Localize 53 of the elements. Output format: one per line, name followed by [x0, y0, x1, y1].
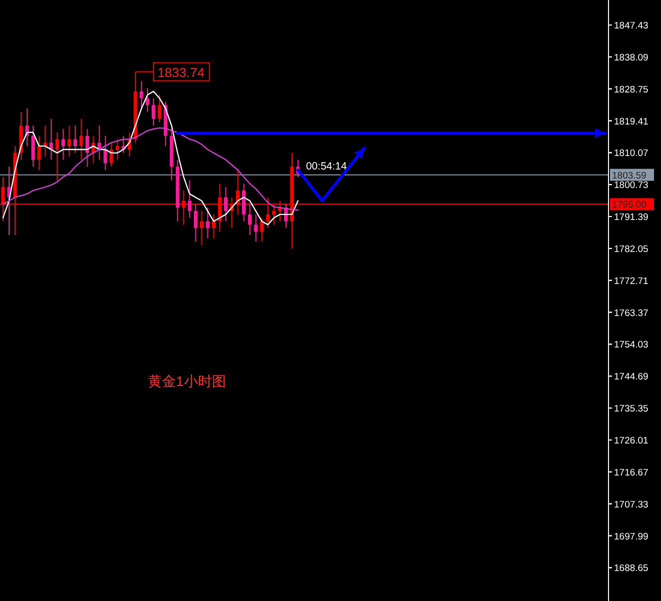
- candlestick: [224, 186, 228, 222]
- y-tick-label: 1716.67: [614, 467, 648, 478]
- price-tag: 1795.00: [610, 198, 654, 211]
- y-tick-label: 1772.71: [614, 276, 648, 287]
- y-tick-label: 1819.41: [614, 116, 648, 128]
- candlestick: [67, 125, 72, 157]
- y-tick-label: 1828.75: [614, 84, 648, 96]
- candlestick: [248, 204, 252, 236]
- candlestick: [7, 166, 11, 236]
- candlestick: [140, 80, 144, 109]
- y-tick-label: 1688.65: [614, 563, 648, 574]
- candlestick: [43, 125, 47, 157]
- y-tick-label: 1726.01: [614, 435, 648, 446]
- candlestick: [49, 118, 53, 160]
- price-tag: 1803.59: [610, 168, 654, 182]
- y-tick-label: 1810.07: [614, 148, 648, 160]
- y-tick-label: 1847.43: [614, 20, 648, 32]
- y-tick-label: 1754.03: [614, 340, 648, 351]
- candlestick: [242, 183, 246, 222]
- y-tick-label: 1697.99: [614, 531, 648, 542]
- candlestick: [200, 210, 204, 246]
- candlestick: [188, 180, 192, 218]
- candlestick: [212, 214, 216, 239]
- candlestick: [116, 138, 120, 160]
- ref-line-label: 1795.00: [612, 200, 646, 211]
- candlestick: [152, 98, 156, 126]
- candlestick: [37, 135, 41, 171]
- candlestick: [146, 87, 150, 112]
- candlestick: [85, 128, 90, 168]
- y-tick-label: 1800.73: [614, 180, 648, 192]
- text: 黄金1小时图: [148, 373, 226, 389]
- candlestick: [61, 128, 66, 160]
- candlestick: [194, 204, 198, 242]
- candlestick: [31, 125, 35, 168]
- annotation: 1833.74: [157, 64, 204, 80]
- candlestick: [73, 125, 78, 154]
- ref-line-label: 1803.59: [612, 170, 646, 182]
- annotation: 00:54:14: [306, 160, 348, 172]
- y-tick-label: 1707.33: [614, 499, 648, 510]
- candlestick: [79, 118, 84, 160]
- y-tick-label: 1791.39: [614, 212, 648, 224]
- candlestick: [158, 94, 162, 123]
- candlestick: [254, 214, 258, 242]
- y-tick-label: 1782.05: [614, 244, 648, 255]
- y-tick-label: 1838.09: [614, 52, 648, 64]
- y-tick-label: 1744.69: [614, 372, 648, 383]
- price-label: 1833.74: [134, 62, 210, 82]
- candlestick: [104, 135, 108, 171]
- y-tick-label: 1735.35: [614, 404, 648, 415]
- candlestick: [260, 217, 264, 242]
- candlestick: [55, 132, 59, 181]
- y-tick-label: 1763.37: [614, 308, 648, 319]
- candlestick: [206, 207, 210, 239]
